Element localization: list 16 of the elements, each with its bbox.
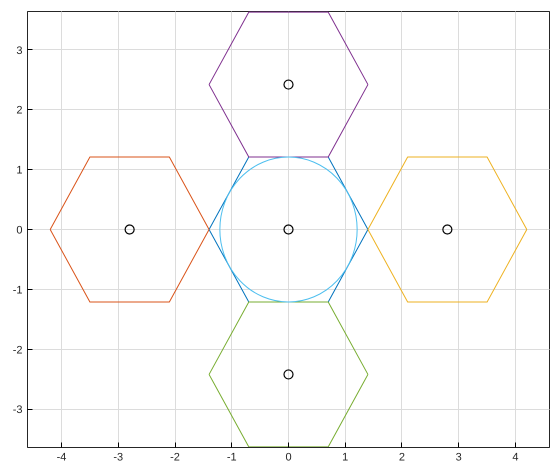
x-tick-label: -4 bbox=[56, 452, 66, 464]
x-tick-label: 4 bbox=[512, 452, 519, 464]
x-tick-label: 0 bbox=[285, 452, 292, 464]
y-tick-label: 3 bbox=[16, 44, 23, 57]
x-tick-label: 2 bbox=[398, 452, 406, 464]
y-tick-label: 2 bbox=[16, 104, 23, 117]
x-tick-label: 3 bbox=[456, 452, 462, 464]
y-tick-label: -1 bbox=[12, 284, 22, 296]
y-tick-label: 0 bbox=[16, 224, 23, 236]
x-tick-label: 1 bbox=[342, 452, 348, 464]
x-tick-label: -1 bbox=[226, 452, 237, 464]
y-tick-label: -2 bbox=[12, 344, 22, 356]
x-tick-label: -3 bbox=[113, 452, 124, 464]
x-tick-label: -2 bbox=[170, 452, 180, 464]
y-tick-label: -3 bbox=[12, 404, 22, 416]
y-tick-label: 1 bbox=[16, 164, 23, 177]
